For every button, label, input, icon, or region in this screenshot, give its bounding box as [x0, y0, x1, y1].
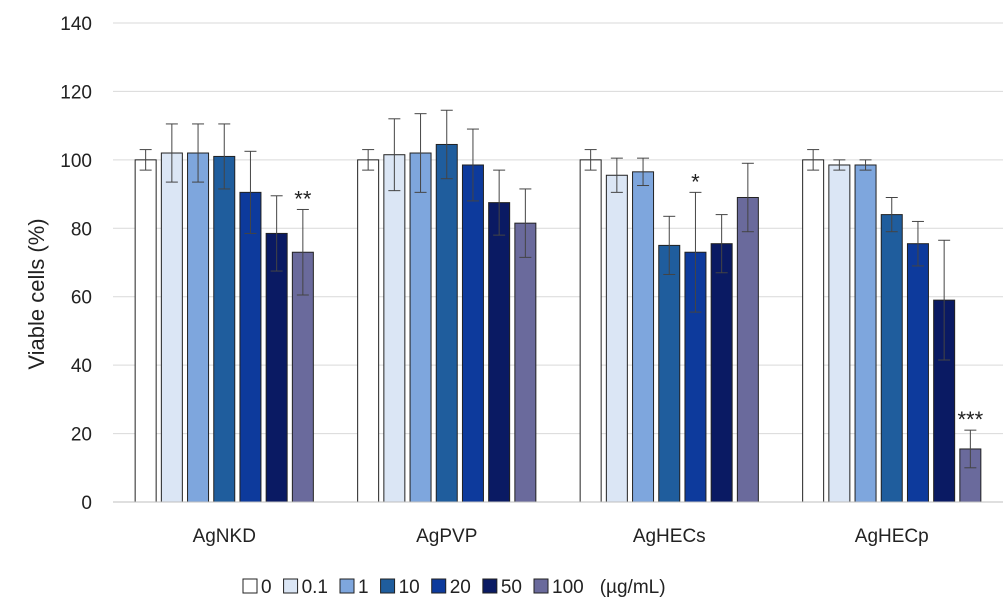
bar-agnkd-20	[239, 191, 262, 503]
y-tick-label: 80	[71, 219, 92, 240]
legend-label: 20	[450, 577, 471, 598]
error-bar	[362, 149, 375, 171]
error-bar	[440, 109, 453, 180]
y-tick-label: 120	[60, 82, 92, 103]
bar-agpvp-0	[357, 159, 380, 503]
y-tick-label: 0	[81, 493, 92, 514]
legend-label: 0	[261, 577, 272, 598]
error-bar	[270, 195, 283, 272]
bar-agnkd-10	[213, 155, 236, 503]
y-tick-label: 40	[71, 356, 92, 377]
error-bar	[833, 159, 846, 171]
legend-item-0: 0	[242, 577, 272, 598]
legend-label: 50	[501, 577, 522, 598]
error-bar	[741, 162, 754, 233]
significance-marker: ***	[958, 407, 984, 432]
error-bar	[493, 169, 506, 236]
y-axis-label: Viable cells (%)	[24, 218, 49, 369]
error-bar	[218, 123, 231, 190]
error-bar	[689, 191, 702, 313]
x-category-label: AgHECp	[855, 526, 929, 547]
error-bar	[466, 128, 479, 202]
significance-marker: *	[691, 169, 700, 194]
legend-swatch	[283, 578, 299, 594]
error-bar	[165, 123, 178, 183]
y-tick-label: 100	[60, 151, 92, 172]
error-bar	[584, 149, 597, 171]
x-category-label: AgHECs	[633, 526, 706, 547]
bar-aghecp-0.1	[828, 164, 851, 503]
bar-agpvp-10	[435, 143, 458, 503]
error-bar	[519, 188, 532, 258]
error-bar	[885, 196, 898, 233]
bar-aghecs-0	[579, 159, 602, 503]
x-category-label: AgNKD	[193, 526, 256, 547]
error-bar	[296, 208, 309, 296]
error-bar	[938, 239, 951, 361]
legend-item-0.1: 0.1	[283, 577, 328, 598]
bar-agnkd-1	[187, 152, 210, 503]
y-tick-label: 60	[71, 288, 92, 309]
legend-label: 1	[358, 577, 369, 598]
legend-item-10: 10	[380, 577, 420, 598]
y-tick-label: 20	[71, 425, 92, 446]
error-bar	[192, 123, 205, 183]
bar-aghecp-20	[906, 243, 929, 503]
error-bar	[388, 118, 401, 192]
significance-marker: **	[294, 186, 312, 211]
legend-item-20: 20	[431, 577, 471, 598]
bar-aghecp-0	[802, 159, 825, 503]
bar-aghecs-0.1	[605, 174, 628, 503]
bar-aghecs-1	[632, 171, 655, 503]
bar-agnkd-0	[134, 159, 157, 503]
significance-annotations: ******	[294, 169, 983, 432]
bar-agpvp-50	[488, 202, 511, 503]
error-bar	[637, 157, 650, 187]
error-bar	[244, 150, 257, 234]
legend-item-1: 1	[339, 577, 369, 598]
bar-agnkd-0.1	[160, 152, 183, 503]
error-bar	[610, 157, 623, 193]
error-bar	[911, 220, 924, 267]
legend: 0 0.1 1 10 20 50 100 (µg/mL)	[242, 577, 666, 598]
legend-swatch	[380, 578, 396, 594]
error-bar	[663, 215, 676, 275]
legend-swatch	[242, 578, 258, 594]
bar-agpvp-1	[409, 152, 432, 503]
y-tick-label: 140	[60, 14, 92, 35]
bar-aghecs-50	[710, 243, 733, 503]
legend-swatch	[482, 578, 498, 594]
error-bar	[139, 149, 152, 171]
bar-aghecs-100	[736, 196, 759, 503]
y-axis-ticks: 0 20 40 60 80 100 120 140	[60, 14, 92, 514]
bar-aghecp-1	[854, 164, 877, 503]
error-bar	[715, 214, 728, 274]
legend-item-100: 100	[533, 577, 584, 598]
x-category-label: AgPVP	[416, 526, 477, 547]
error-bar	[807, 149, 820, 171]
legend-swatch	[339, 578, 355, 594]
legend-label: 0.1	[302, 577, 328, 598]
bar-agpvp-20	[461, 164, 484, 503]
error-bar	[964, 429, 977, 469]
legend-swatch	[431, 578, 447, 594]
bar-agnkd-50	[265, 232, 288, 503]
bar-aghecp-10	[880, 214, 903, 503]
legend-swatch	[533, 578, 549, 594]
legend-label: 10	[399, 577, 420, 598]
error-bar	[859, 159, 872, 171]
bar-agpvp-0.1	[383, 154, 406, 503]
x-axis-categories: AgNKD AgPVP AgHECs AgHECp	[193, 526, 929, 547]
bar-agpvp-100	[514, 222, 537, 503]
legend-item-50: 50	[482, 577, 522, 598]
bars	[134, 143, 982, 503]
error-bar	[414, 113, 427, 193]
legend-unit: (µg/mL)	[600, 577, 666, 598]
bar-aghecs-10	[658, 244, 681, 503]
legend-label: 100	[552, 577, 584, 598]
error-bars	[139, 109, 977, 469]
